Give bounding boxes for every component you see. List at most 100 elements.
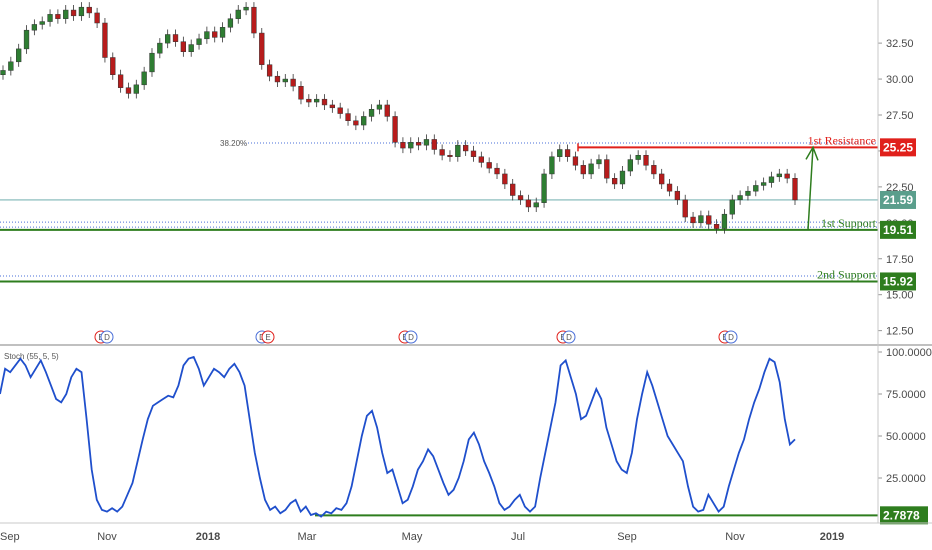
level-badge: 15.92 [880,272,916,291]
candle-body [400,142,406,149]
candle-body [423,139,430,146]
candle-body [572,156,579,166]
candle-body [525,199,532,208]
candle-body [470,150,477,157]
candle-body [455,144,461,157]
candle-body [698,215,704,224]
level-label: 1st Support [821,216,877,230]
candle-body [643,155,649,166]
candle-body [792,178,798,201]
candle-body [439,149,445,156]
price-axis: 12.5015.0017.5020.0022.5025.0027.5030.00… [878,38,916,338]
level-badge-bg [880,138,916,157]
stoch-series [0,355,796,518]
event-marker: ED [718,330,738,344]
candle-body [768,176,775,183]
level-badge: 19.51 [880,220,916,239]
candle-body [0,70,6,75]
candle-body [337,107,343,114]
candle-body [212,31,218,38]
candle-body [86,6,92,14]
candle-body [415,142,422,146]
candle-body [149,52,155,73]
stoch-title: Stoch (55, 5, 5) [4,352,59,361]
last-price-badge: 21.59 [880,190,916,209]
candle-body [651,165,657,175]
candle-body [564,149,571,157]
stoch-badge-text: 2.7878 [883,508,920,522]
event-label: D [408,333,414,342]
candle-body [141,71,147,86]
candle-body [580,165,586,175]
level-badge-text: 15.92 [883,274,913,288]
stoch-tick-label: 100.0000 [886,347,932,359]
candle-body [133,84,139,94]
event-circle [724,330,738,344]
candle-body [290,78,296,87]
candle-body [776,173,782,178]
event-label: D [566,333,572,342]
time-tick-label: Nov [97,531,117,543]
candle-body [78,6,85,17]
candle-body [760,182,767,186]
candle-body [753,185,759,192]
candle-body [611,178,618,185]
candle-body [376,104,383,110]
candle-body [549,156,555,175]
candle-body [125,87,132,94]
candle-body [690,216,696,224]
stochastic-panel: Stoch (55, 5, 5) 25.0000 50.0000 75.0000 10… [0,347,932,525]
candle-body [314,98,320,103]
stoch-tick-label: 25.0000 [886,473,926,485]
candle-body [321,98,328,106]
level-badge-bg [880,220,916,239]
candle-body [102,22,108,58]
candle-body [541,173,547,203]
candle-body [557,149,563,157]
event-label: D [104,333,110,342]
price-levels: 38.20% 1st Resistance 1st Support 2nd Suppo… [0,133,878,283]
price-panel: 38.20% 1st Resistance 1st Support 2nd Suppo… [0,2,916,344]
candle-body [659,173,665,185]
candle-body [157,42,163,54]
candle-body [533,202,539,208]
candle-body [55,14,61,19]
target-arrow-shaft [807,147,814,230]
candle-body [94,12,100,24]
level-label: 2nd Support [817,267,877,281]
stoch-badge-bg [880,506,928,525]
candle-body [306,98,312,103]
candle-body [478,156,484,163]
stoch-axis: 25.0000 50.0000 75.0000 100.0000 2.7878 [878,347,932,525]
event-circle [404,330,418,344]
time-tick-label: 2018 [196,531,220,543]
candle-body [604,159,610,179]
price-tick-label: 22.50 [886,182,914,194]
candle-body [596,159,602,165]
price-tick-label: 12.50 [886,326,914,338]
level-label: 1st Resistance [808,133,876,147]
candle-body [243,6,249,11]
candle-body [635,155,641,160]
candle-body [674,190,681,201]
candle-body [16,48,22,63]
candle-body [165,34,171,44]
candle-body [713,224,720,229]
candle-body [353,120,359,126]
candle-body [8,61,14,71]
candle-body [70,9,77,17]
event-circle [261,330,275,344]
price-tick-label: 17.50 [886,254,914,266]
candle-body [259,32,265,65]
candle-body [110,57,116,75]
time-tick-label: 2019 [820,531,844,543]
time-tick-label: Sep [0,531,20,543]
candle-body [486,162,492,169]
candle-body [266,64,273,77]
candle-body [447,155,453,157]
candle-body [737,195,743,201]
time-tick-label: Sep [617,531,637,543]
fib-level-label: 38.20% [220,139,247,148]
event-label: D [728,333,734,342]
level-badge: 25.25 [880,138,916,157]
